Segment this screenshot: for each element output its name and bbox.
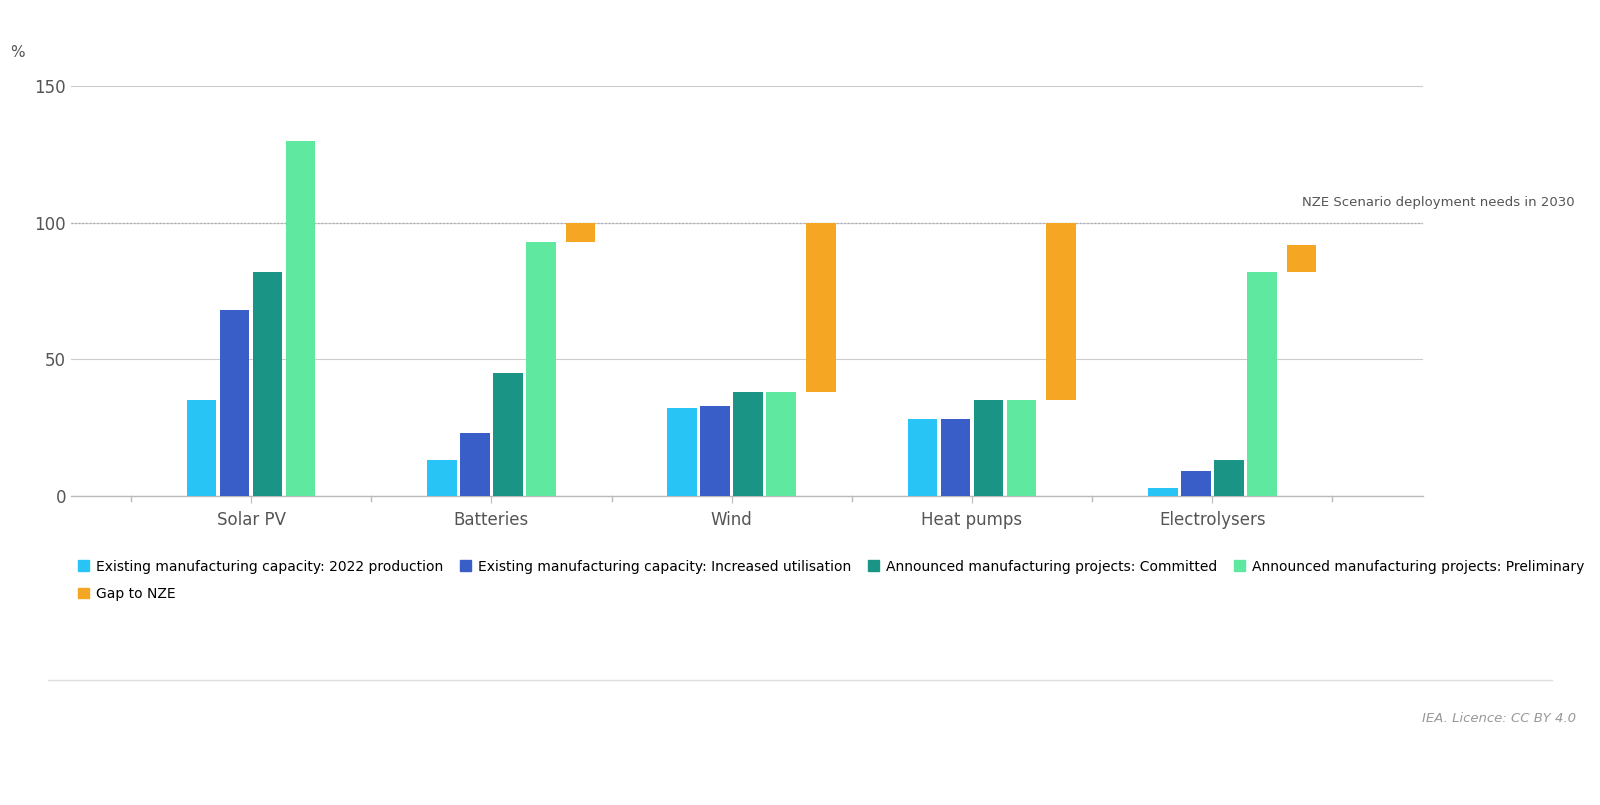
Bar [733, 392, 763, 496]
Bar [974, 400, 1003, 496]
Bar [1214, 460, 1243, 496]
Bar [1046, 223, 1077, 400]
Bar [566, 223, 595, 242]
Text: NZE Scenario deployment needs in 2030: NZE Scenario deployment needs in 2030 [1302, 196, 1574, 209]
Bar [667, 408, 698, 496]
Bar [1286, 245, 1317, 272]
Bar [427, 460, 456, 496]
Bar [766, 392, 797, 496]
Bar [941, 419, 970, 496]
Bar [806, 223, 835, 392]
Legend: Gap to NZE: Gap to NZE [78, 587, 176, 601]
Bar [187, 400, 216, 496]
Text: %: % [10, 45, 24, 60]
Bar [286, 141, 315, 496]
Bar [1181, 471, 1211, 496]
Bar [1147, 488, 1178, 496]
Bar [253, 272, 283, 496]
Bar [701, 406, 730, 496]
Bar [1246, 272, 1277, 496]
Bar [459, 433, 490, 496]
Bar [219, 310, 250, 496]
Bar [493, 373, 523, 496]
Text: IEA. Licence: CC BY 4.0: IEA. Licence: CC BY 4.0 [1422, 712, 1576, 724]
Bar [907, 419, 938, 496]
Bar [526, 242, 555, 496]
Bar [1006, 400, 1037, 496]
